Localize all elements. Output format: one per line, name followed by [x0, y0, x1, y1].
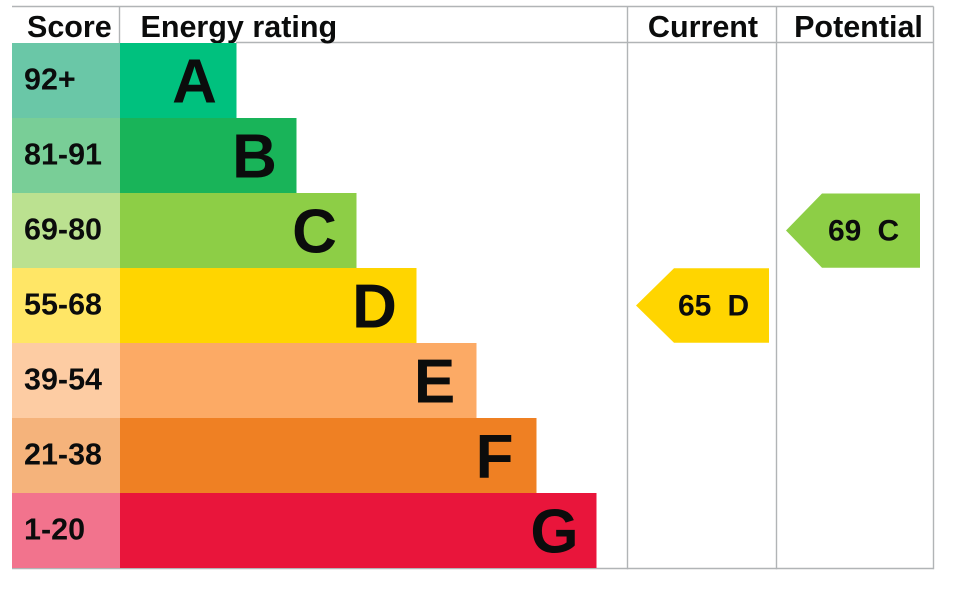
svg-text:69-80: 69-80	[24, 212, 102, 246]
svg-text:E: E	[414, 347, 455, 416]
svg-text:69: 69	[828, 215, 861, 248]
svg-text:D: D	[728, 290, 750, 323]
svg-text:92+: 92+	[24, 62, 76, 96]
svg-text:81-91: 81-91	[24, 137, 102, 171]
svg-text:Energy rating: Energy rating	[141, 10, 338, 44]
svg-text:Current: Current	[648, 10, 758, 44]
svg-text:C: C	[292, 197, 337, 266]
svg-text:G: G	[530, 497, 578, 566]
svg-text:65: 65	[678, 290, 711, 323]
svg-text:A: A	[172, 47, 217, 116]
svg-text:B: B	[232, 122, 277, 191]
svg-text:Potential: Potential	[794, 10, 923, 44]
svg-text:Score: Score	[27, 10, 112, 44]
svg-text:D: D	[352, 272, 397, 341]
svg-text:39-54: 39-54	[24, 362, 102, 396]
svg-text:21-38: 21-38	[24, 437, 102, 471]
svg-text:C: C	[878, 215, 900, 248]
svg-text:F: F	[476, 422, 514, 491]
svg-text:55-68: 55-68	[24, 287, 102, 321]
svg-text:1-20: 1-20	[24, 512, 85, 546]
